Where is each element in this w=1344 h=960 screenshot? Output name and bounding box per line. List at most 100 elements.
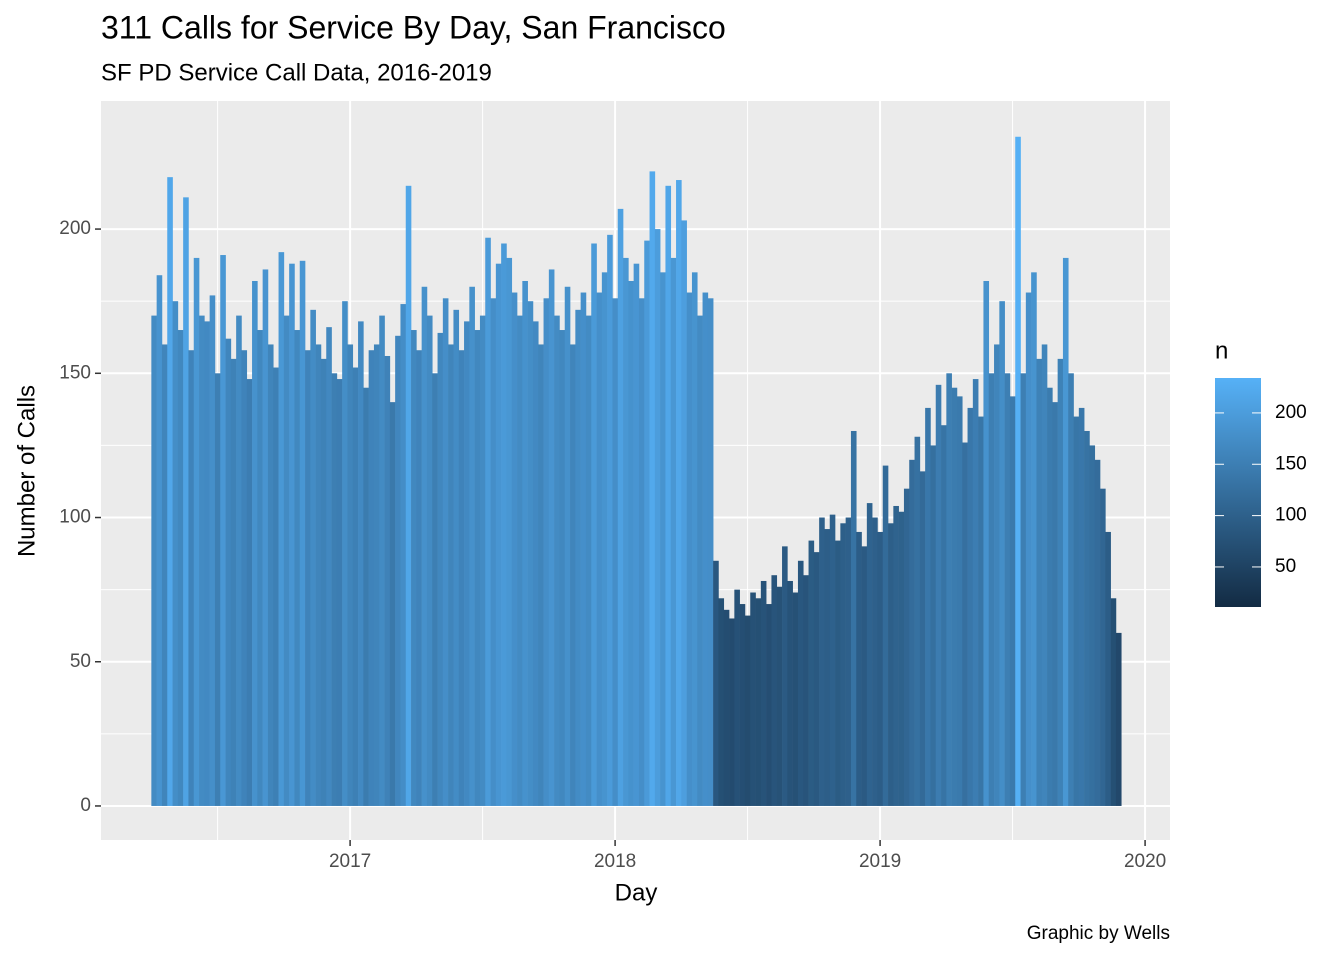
caption: Graphic by Wells	[1027, 923, 1170, 944]
bar	[967, 407, 974, 806]
bar	[782, 546, 788, 806]
bar	[479, 315, 486, 806]
bar	[1052, 402, 1058, 806]
bar	[464, 321, 470, 806]
bar	[660, 272, 666, 806]
bar	[199, 315, 205, 806]
bar	[411, 330, 417, 806]
bar	[379, 315, 385, 806]
legend-label: 200	[1275, 402, 1307, 423]
bar	[559, 330, 566, 806]
bar	[888, 523, 894, 806]
bar	[474, 330, 481, 806]
bar	[204, 321, 210, 806]
bar	[941, 425, 947, 806]
bar	[808, 540, 815, 806]
bar	[755, 598, 762, 806]
bar	[495, 263, 502, 806]
bar	[819, 517, 825, 806]
y-tick-label: 200	[59, 218, 91, 239]
bar	[167, 177, 173, 806]
bar	[177, 330, 184, 806]
bar	[172, 301, 179, 806]
bar	[766, 604, 772, 806]
bar	[363, 387, 369, 806]
bar	[734, 589, 740, 806]
bar	[273, 367, 279, 806]
legend-label: 150	[1275, 453, 1307, 474]
bar	[358, 321, 364, 806]
bar	[262, 269, 269, 806]
bar	[691, 272, 698, 806]
bar	[956, 396, 963, 806]
bar	[1105, 531, 1111, 806]
bar	[257, 330, 263, 806]
bar	[384, 355, 391, 806]
bar	[522, 280, 528, 806]
bar	[750, 592, 756, 806]
bar	[347, 344, 354, 806]
bar	[252, 280, 258, 806]
bar	[336, 379, 343, 806]
bar	[426, 315, 433, 806]
bar	[1094, 459, 1101, 806]
bar	[882, 465, 889, 806]
bar	[633, 263, 640, 806]
bar	[903, 488, 910, 806]
bar	[220, 255, 226, 806]
y-tick-label: 0	[80, 795, 91, 816]
x-tick-label: 2020	[1124, 851, 1166, 872]
bar	[161, 344, 168, 806]
bar	[654, 229, 661, 806]
bar	[739, 604, 746, 806]
bar	[368, 350, 375, 806]
bar	[416, 350, 422, 806]
bar	[310, 309, 316, 806]
bar	[1073, 416, 1080, 806]
bar	[612, 298, 619, 806]
bar	[405, 185, 412, 806]
bar	[617, 208, 624, 806]
bar	[511, 292, 518, 806]
bar	[962, 442, 968, 806]
bar	[236, 315, 242, 806]
bar	[575, 309, 581, 806]
bar	[315, 344, 322, 806]
bar	[628, 280, 634, 806]
bar	[951, 387, 958, 806]
chart-subtitle: SF PD Service Call Data, 2016-2019	[101, 59, 492, 86]
y-tick-label: 100	[59, 507, 91, 528]
bar	[193, 257, 200, 806]
bar	[813, 552, 820, 806]
bar	[326, 327, 332, 806]
x-axis-title: Day	[615, 879, 658, 906]
bar	[183, 197, 189, 806]
bar	[1041, 344, 1048, 806]
bar	[389, 402, 396, 806]
bar	[1015, 136, 1021, 806]
bar	[850, 430, 857, 806]
bar	[209, 295, 216, 806]
bar	[1115, 632, 1122, 806]
bar	[760, 580, 767, 806]
bar	[469, 286, 475, 806]
bar	[421, 286, 428, 806]
bar	[458, 350, 465, 806]
bar	[490, 298, 497, 806]
bar	[644, 240, 650, 806]
bar	[744, 615, 751, 806]
bar	[988, 373, 995, 806]
legend-title: n	[1215, 337, 1228, 364]
bar	[448, 344, 454, 806]
bar	[373, 344, 380, 806]
bar	[506, 257, 513, 806]
bar	[983, 280, 990, 806]
bar	[1110, 598, 1117, 806]
bar	[713, 560, 719, 806]
bar	[1089, 445, 1096, 806]
bar	[501, 243, 507, 806]
bar	[437, 332, 444, 806]
bar	[1100, 488, 1106, 806]
bar	[835, 540, 841, 806]
